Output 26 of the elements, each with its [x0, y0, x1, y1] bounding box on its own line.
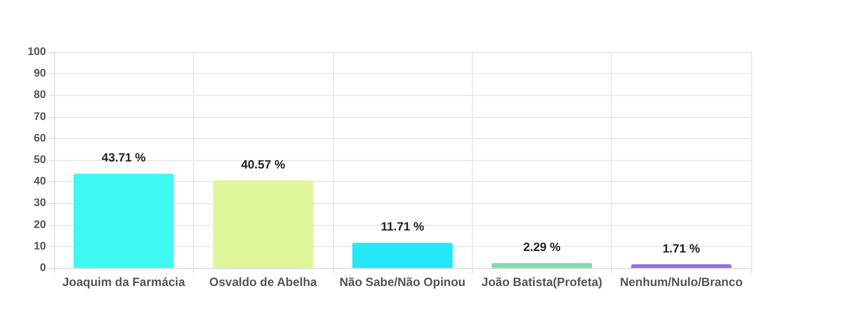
x-tick-label: João Batista(Profeta) [482, 275, 602, 289]
data-label: 2.29 % [523, 240, 561, 254]
y-tick-label: 40 [34, 176, 46, 188]
bar [352, 242, 453, 268]
data-label: 43.71 % [102, 150, 146, 165]
y-tick-label: 100 [28, 46, 46, 58]
x-tick-label: Osvaldo de Abelha [209, 275, 318, 289]
y-tick-label: 80 [34, 89, 46, 102]
y-tick-label: 50 [34, 154, 46, 166]
data-label: 11.71 % [380, 220, 425, 234]
x-tick-label: Não Sabe/Não Opinou [339, 275, 466, 289]
y-tick-label: 70 [34, 110, 46, 123]
bar [492, 263, 592, 268]
bar [631, 264, 732, 268]
x-tick-label: Nenhum/Nulo/Branco [620, 275, 743, 289]
bar [212, 180, 314, 268]
y-tick-label: 30 [34, 197, 46, 210]
y-tick-label: 0 [40, 262, 46, 274]
data-label: 1.71 % [662, 241, 700, 256]
y-tick-label: 20 [34, 218, 46, 231]
y-tick-label: 10 [34, 240, 46, 252]
y-tick-label: 90 [34, 68, 46, 80]
bar [74, 174, 174, 268]
data-label: 40.57 % [241, 157, 286, 172]
x-tick-label: Joaquim da Farmácia [62, 275, 186, 289]
y-tick-label: 60 [34, 132, 46, 144]
